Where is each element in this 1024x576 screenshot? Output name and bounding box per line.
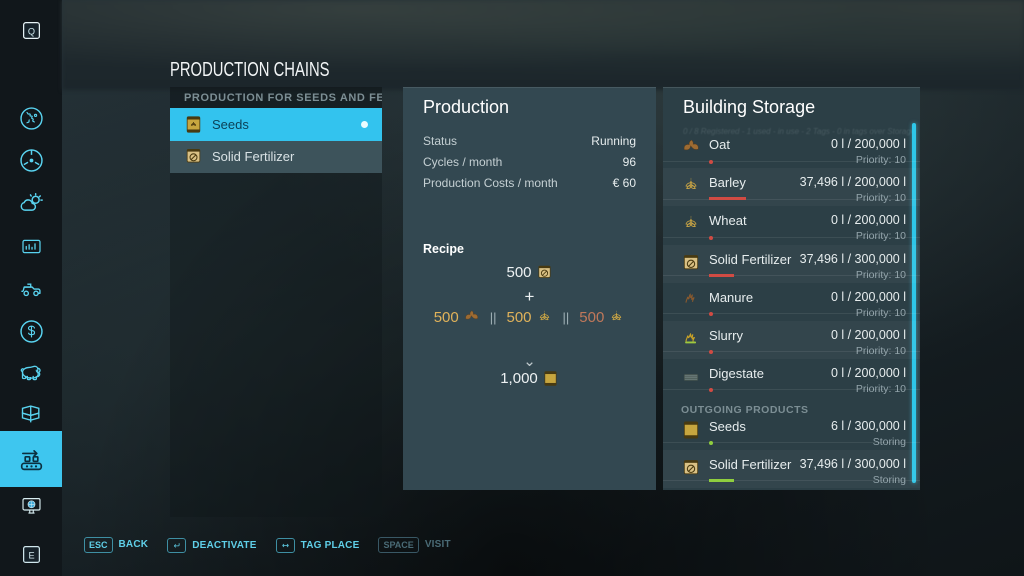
svg-text:E: E <box>28 550 34 560</box>
svg-text:Q: Q <box>27 26 34 36</box>
